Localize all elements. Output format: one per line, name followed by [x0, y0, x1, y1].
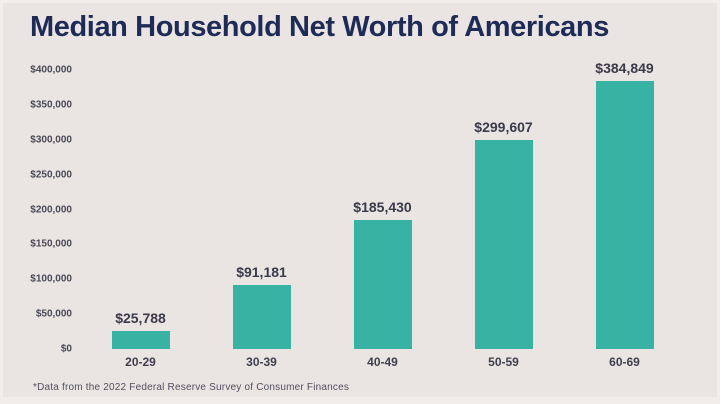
- bar: $91,181: [232, 264, 291, 349]
- source-footnote: *Data from the 2022 Federal Reserve Surv…: [33, 382, 350, 393]
- y-tick-label: $150,000: [30, 238, 72, 250]
- y-tick-label: $0: [60, 343, 72, 355]
- bar: $299,607: [474, 119, 533, 349]
- y-tick-label: $100,000: [30, 273, 72, 285]
- y-tick-label: $400,000: [30, 64, 72, 76]
- bar-category-label: 60-69: [609, 355, 640, 369]
- bar-group: $91,181 30-39: [201, 70, 322, 369]
- bar-group: $185,430 40-49: [322, 70, 443, 369]
- bar-value-label: $384,849: [595, 59, 654, 76]
- bar-category-label: 30-39: [246, 355, 277, 369]
- y-tick-label: $250,000: [30, 169, 72, 181]
- y-axis: $400,000 $350,000 $300,000 $250,000 $200,000…: [0, 65, 72, 355]
- bottom-edge-strip: [0, 397, 720, 404]
- chart-title: Median Household Net Worth of Americans: [30, 11, 609, 43]
- bar-chart: $400,000 $350,000 $300,000 $250,000 $200,000…: [0, 60, 720, 369]
- bar-category-label: 20-29: [125, 355, 156, 369]
- bar: $384,849: [595, 60, 654, 349]
- y-tick-label: $300,000: [30, 134, 72, 146]
- y-tick-label: $350,000: [30, 99, 72, 111]
- bar-value-label: $185,430: [353, 198, 412, 215]
- bar: $185,430: [353, 199, 412, 349]
- bar-category-label: 50-59: [488, 355, 519, 369]
- bar-value-label: $25,788: [115, 310, 166, 327]
- bar-value-label: $91,181: [236, 264, 287, 281]
- bar-group: $299,607 50-59: [443, 70, 564, 369]
- bar-group: $25,788 20-29: [80, 70, 201, 369]
- plot-area: $25,788 20-29 $91,181 30-39 $185,430 40-49 $29…: [80, 60, 685, 369]
- y-tick-label: $200,000: [30, 204, 72, 215]
- bar-value-label: $299,607: [474, 119, 533, 136]
- bar-group: $384,849 60-69: [564, 60, 685, 369]
- bar: $25,788: [111, 310, 170, 349]
- y-tick-label: $50,000: [35, 308, 72, 320]
- bar-category-label: 40-49: [367, 355, 398, 369]
